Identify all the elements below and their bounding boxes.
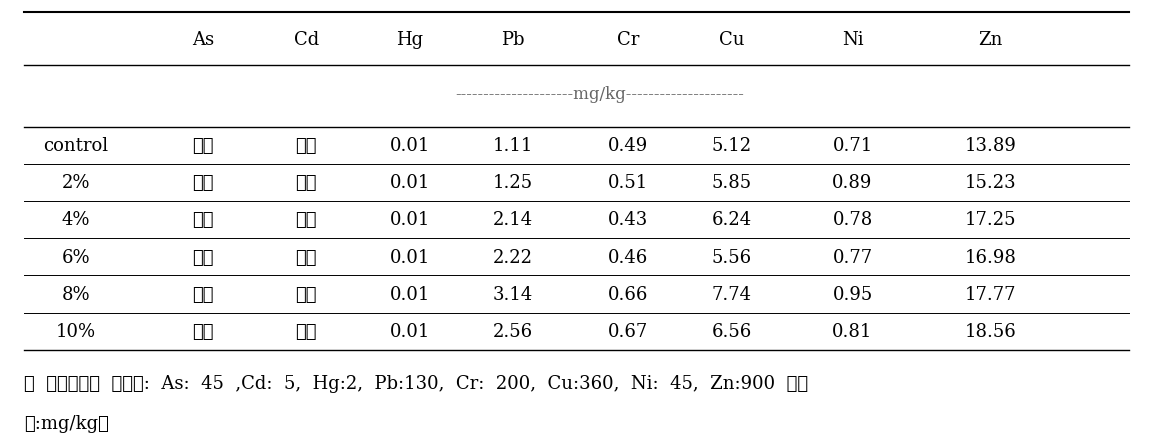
Text: 0.71: 0.71 bbox=[832, 137, 873, 155]
Text: control: control bbox=[44, 137, 108, 155]
Text: 0.81: 0.81 bbox=[832, 322, 873, 340]
Text: 0.51: 0.51 bbox=[608, 174, 648, 192]
Text: 0.01: 0.01 bbox=[390, 174, 430, 192]
Text: Cd: Cd bbox=[294, 30, 319, 49]
Text: 혼적: 혼적 bbox=[191, 174, 213, 192]
Text: 혼적: 혼적 bbox=[295, 285, 317, 303]
Text: 5.12: 5.12 bbox=[711, 137, 752, 155]
Text: 혼적: 혼적 bbox=[295, 174, 317, 192]
Text: 1.25: 1.25 bbox=[493, 174, 534, 192]
Text: 2.14: 2.14 bbox=[493, 211, 534, 229]
Text: Ni: Ni bbox=[842, 30, 864, 49]
Text: 혼적: 혼적 bbox=[191, 322, 213, 340]
Text: 5.56: 5.56 bbox=[711, 248, 752, 266]
Text: Pb: Pb bbox=[502, 30, 525, 49]
Text: 4%: 4% bbox=[62, 211, 90, 229]
Text: 0.95: 0.95 bbox=[832, 285, 873, 303]
Text: 0.43: 0.43 bbox=[608, 211, 648, 229]
Text: 0.01: 0.01 bbox=[390, 137, 430, 155]
Text: 17.25: 17.25 bbox=[965, 211, 1016, 229]
Text: 1.11: 1.11 bbox=[493, 137, 534, 155]
Text: 18.56: 18.56 bbox=[965, 322, 1017, 340]
Text: 혼적: 혼적 bbox=[295, 211, 317, 229]
Text: 16.98: 16.98 bbox=[965, 248, 1017, 266]
Text: 13.89: 13.89 bbox=[965, 137, 1017, 155]
Text: 혼적: 혼적 bbox=[295, 137, 317, 155]
Text: 0.01: 0.01 bbox=[390, 322, 430, 340]
Text: 6.24: 6.24 bbox=[711, 211, 752, 229]
Text: Hg: Hg bbox=[397, 30, 423, 49]
Text: 15.23: 15.23 bbox=[965, 174, 1017, 192]
Text: 17.77: 17.77 bbox=[965, 285, 1016, 303]
Text: 위:mg/kg）: 위:mg/kg） bbox=[24, 414, 110, 432]
Text: 혼적: 혼적 bbox=[295, 248, 317, 266]
Text: Zn: Zn bbox=[979, 30, 1003, 49]
Text: 0.49: 0.49 bbox=[608, 137, 648, 155]
Text: 혼적: 혼적 bbox=[295, 322, 317, 340]
Text: 7.74: 7.74 bbox=[711, 285, 752, 303]
Text: ※  유해중금속  최대량:  As:  45  ,Cd:  5,  Hg:2,  Pb:130,  Cr:  200,  Cu:360,  Ni:  45, : ※ 유해중금속 최대량: As: 45 ,Cd: 5, Hg:2, Pb:130… bbox=[24, 374, 808, 392]
Text: Cr: Cr bbox=[617, 30, 640, 49]
Text: ---------------------mg/kg---------------------: ---------------------mg/kg--------------… bbox=[455, 86, 744, 103]
Text: 2.22: 2.22 bbox=[493, 248, 533, 266]
Text: Cu: Cu bbox=[719, 30, 745, 49]
Text: 혼적: 혼적 bbox=[191, 285, 213, 303]
Text: 2.56: 2.56 bbox=[493, 322, 534, 340]
Text: 2%: 2% bbox=[62, 174, 90, 192]
Text: 0.89: 0.89 bbox=[832, 174, 873, 192]
Text: 혼적: 혼적 bbox=[191, 248, 213, 266]
Text: 5.85: 5.85 bbox=[711, 174, 752, 192]
Text: 3.14: 3.14 bbox=[493, 285, 534, 303]
Text: 0.77: 0.77 bbox=[832, 248, 873, 266]
Text: 혼적: 혼적 bbox=[191, 211, 213, 229]
Text: 0.66: 0.66 bbox=[608, 285, 648, 303]
Text: 8%: 8% bbox=[62, 285, 90, 303]
Text: 6.56: 6.56 bbox=[711, 322, 752, 340]
Text: 0.01: 0.01 bbox=[390, 285, 430, 303]
Text: 0.46: 0.46 bbox=[608, 248, 648, 266]
Text: As: As bbox=[191, 30, 213, 49]
Text: 0.78: 0.78 bbox=[832, 211, 873, 229]
Text: 10%: 10% bbox=[56, 322, 96, 340]
Text: 혼적: 혼적 bbox=[191, 137, 213, 155]
Text: 0.01: 0.01 bbox=[390, 211, 430, 229]
Text: 6%: 6% bbox=[62, 248, 90, 266]
Text: 0.01: 0.01 bbox=[390, 248, 430, 266]
Text: 0.67: 0.67 bbox=[608, 322, 648, 340]
